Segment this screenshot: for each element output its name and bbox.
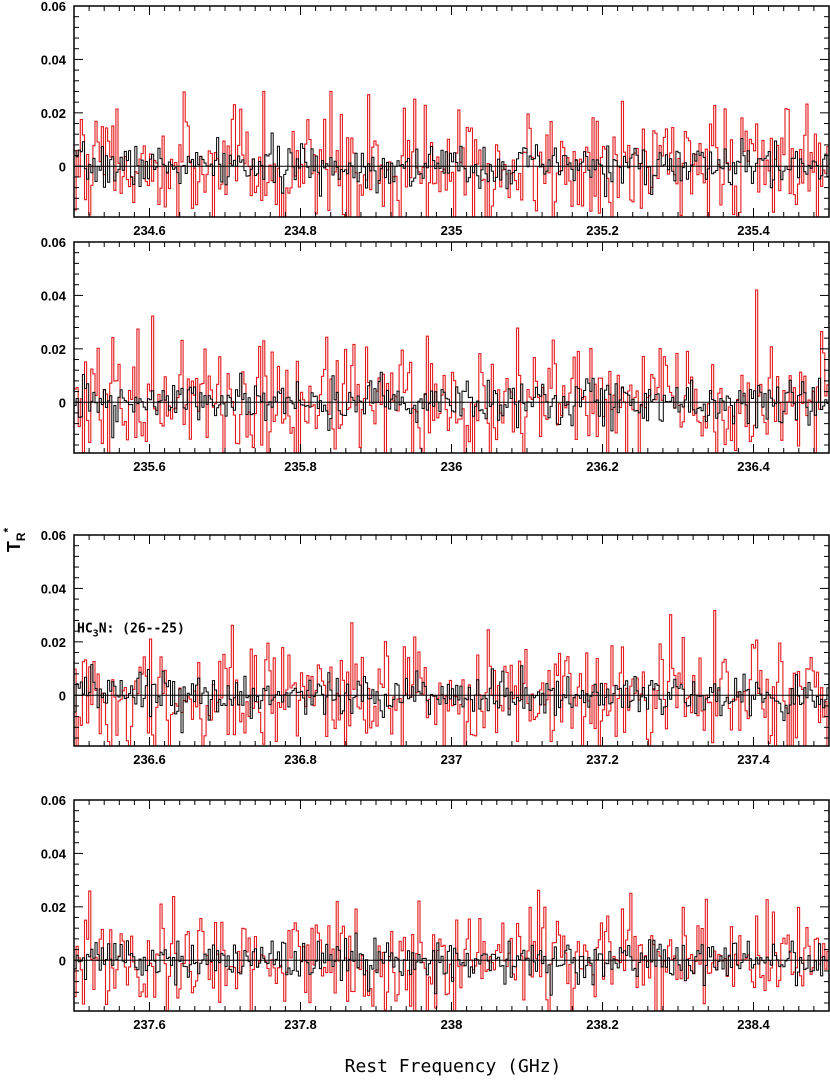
x-tick-label: 236.8 bbox=[284, 752, 317, 767]
panel-2: 235.6 235.8 236 236.2 236.4 0 0.02 0.04 0.06 bbox=[41, 235, 830, 474]
y-tick-label: 0.02 bbox=[41, 342, 66, 357]
svg-text:TR*: TR* bbox=[1, 528, 28, 553]
x-tick-label: 235 bbox=[441, 223, 463, 238]
y-tick-label: 0.04 bbox=[41, 846, 67, 861]
panels-group: 234.6 234.8 235 235.2 235.400.020.040.06235.… bbox=[41, 0, 830, 1032]
line-annotation: HC3N: (26--25) bbox=[77, 621, 185, 639]
x-tick-label: 236.2 bbox=[586, 459, 619, 474]
x-tick-label: 236.6 bbox=[133, 752, 166, 767]
x-tick-label: 236.4 bbox=[737, 459, 770, 474]
y-axis-title: TR* bbox=[1, 528, 28, 553]
y-tick-label: 0.04 bbox=[41, 581, 67, 596]
x-tick-label: 235.6 bbox=[133, 459, 166, 474]
x-tick-label: 237 bbox=[441, 752, 463, 767]
observed-spectrum-black bbox=[74, 932, 829, 996]
x-tick-label: 238.2 bbox=[586, 1017, 619, 1032]
y-tick-label: 0.02 bbox=[41, 635, 66, 650]
observed-spectrum-black bbox=[74, 371, 829, 439]
x-tick-label: 236 bbox=[441, 459, 463, 474]
observed-spectrum-black bbox=[74, 132, 829, 198]
annotation-subscript: 3 bbox=[93, 628, 99, 639]
x-tick-label: 237.6 bbox=[133, 1017, 166, 1032]
y-axis-title-sup: * bbox=[1, 528, 15, 533]
x-axis-title: Rest Frequency (GHz) bbox=[345, 1056, 562, 1077]
y-tick-label: 0 bbox=[59, 395, 66, 410]
x-tick-label: 238.4 bbox=[737, 1017, 770, 1032]
x-tick-label: 237.4 bbox=[737, 752, 770, 767]
y-tick-label: 0 bbox=[59, 688, 66, 703]
y-tick-label: 0.04 bbox=[41, 288, 67, 303]
model-spectrum-red bbox=[74, 289, 829, 453]
y-tick-label: 0.02 bbox=[41, 106, 66, 121]
y-tick-label: 0.06 bbox=[41, 528, 66, 543]
y-tick-label: 0.06 bbox=[41, 793, 66, 808]
y-tick-label: 0 bbox=[59, 953, 66, 968]
panel-frame bbox=[73, 241, 830, 454]
x-tick-label: 234.8 bbox=[284, 223, 317, 238]
x-tick-label: 237.8 bbox=[284, 1017, 317, 1032]
panel-1: 234.6 234.8 235 235.2 235.4 0 0.02 0.04 0.06 bbox=[41, 0, 830, 238]
annotation-part: HC bbox=[77, 621, 93, 636]
y-tick-label: 0.06 bbox=[41, 235, 66, 250]
y-tick-label: 0.02 bbox=[41, 900, 66, 915]
panel-4: 237.6 237.8 238 238.2 238.4 0 0.02 0.04 0.06 bbox=[41, 793, 830, 1032]
y-axis-title-sub: R bbox=[14, 532, 28, 541]
y-tick-label: 0 bbox=[59, 159, 66, 174]
panel-3: 236.6 236.8 237 237.2 237.4 0 0.02 0.04 0.06 HC3N… bbox=[41, 528, 830, 767]
x-tick-label: 235.2 bbox=[586, 223, 619, 238]
x-tick-label: 235.8 bbox=[284, 459, 317, 474]
x-tick-label: 234.6 bbox=[133, 223, 166, 238]
x-tick-label: 237.2 bbox=[586, 752, 619, 767]
annotation-part: N: (26--25) bbox=[99, 621, 185, 636]
y-axis-title-main: T bbox=[4, 541, 24, 552]
x-tick-label: 238 bbox=[441, 1017, 463, 1032]
x-tick-label: 235.4 bbox=[737, 223, 770, 238]
y-tick-label: 0.04 bbox=[41, 52, 67, 67]
y-tick-label: 0.06 bbox=[41, 0, 66, 14]
